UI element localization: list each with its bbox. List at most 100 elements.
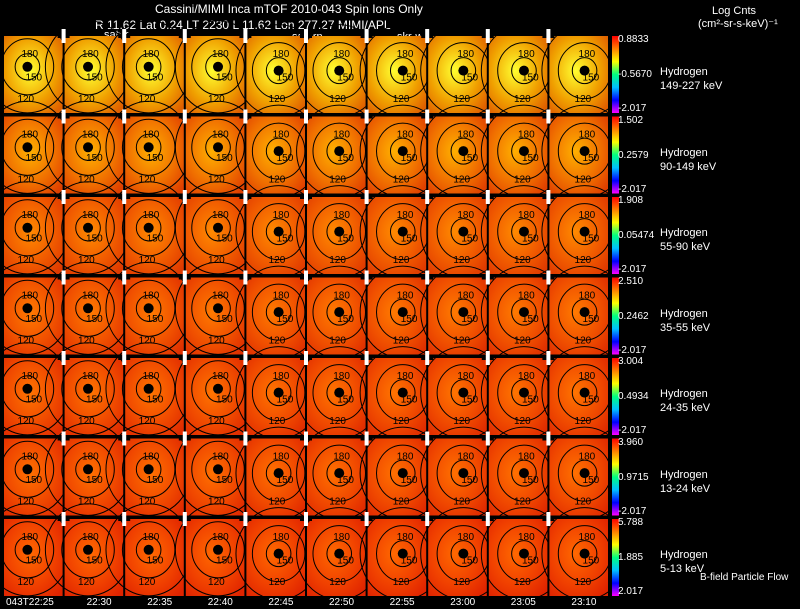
contour-line: [389, 379, 416, 407]
contour-label: 150: [583, 314, 600, 325]
heatmap-cell: 180 150 120: [105, 20, 192, 114]
contour-label: 180: [579, 532, 596, 543]
grid-tick: [546, 29, 551, 43]
grid-tick: [364, 29, 369, 43]
contour-label: 150: [522, 475, 539, 486]
contour-label: 120: [269, 255, 286, 266]
time-tick-label: 23:10: [571, 597, 597, 608]
contour-label: 180: [273, 210, 290, 221]
contour-label: 180: [212, 210, 229, 221]
cell-background: [488, 438, 548, 516]
contour-line: [135, 536, 162, 564]
heatmap-cell: 180 150 120: [105, 422, 192, 516]
contour-line: [14, 53, 41, 81]
flow-marker: [397, 468, 408, 479]
colorbar-mid: 0.05474: [618, 230, 655, 241]
flow-marker: [22, 303, 33, 314]
contour-line: [14, 375, 41, 403]
contour-label: 150: [216, 475, 233, 486]
contour-line: [61, 38, 115, 96]
contour-line: [75, 536, 101, 564]
contour-label: 150: [216, 395, 233, 406]
contour-line: [191, 199, 245, 257]
flow-marker: [213, 544, 224, 555]
heatmap-cell: 180 150 120: [541, 24, 628, 118]
cell-background: [488, 358, 548, 435]
contour-line: [191, 38, 245, 96]
flow-marker: [273, 146, 284, 157]
heatmap-cell: 180 150 120: [235, 346, 322, 440]
contour-label: 180: [579, 451, 596, 462]
contour-label: 150: [86, 475, 103, 486]
contour-line: [450, 298, 477, 326]
grid-tick: [182, 109, 187, 124]
contour-label: 180: [21, 129, 38, 140]
colorbar-max: 1.908: [618, 195, 644, 206]
flow-marker: [22, 464, 33, 475]
flow-marker: [213, 142, 224, 153]
contour-label: 120: [269, 497, 286, 508]
contour-line: [75, 53, 101, 81]
contour-line: [450, 137, 477, 165]
contour-label: 120: [208, 94, 225, 105]
contour-line: [191, 521, 245, 579]
flow-marker: [458, 468, 469, 479]
heatmap-cell: 180 150 120: [44, 261, 132, 355]
contour-line: [75, 214, 101, 242]
contour-line: [251, 444, 306, 502]
cell-background: [488, 519, 548, 596]
contour-line: [265, 379, 292, 407]
colorbar-mid: 0.9715: [618, 471, 649, 483]
grid-tick: [61, 270, 66, 285]
contour-label: 180: [518, 451, 535, 462]
contour-line: [205, 375, 231, 403]
contour-label: 180: [21, 290, 38, 301]
contour-label: 120: [393, 255, 410, 266]
contour-label: 120: [208, 175, 225, 186]
contour-line: [571, 218, 598, 246]
contour-label: 150: [461, 234, 478, 245]
contour-label: 150: [277, 395, 294, 406]
contour-label: 180: [82, 451, 99, 462]
contour-label: 120: [393, 175, 410, 186]
contour-label: 120: [78, 175, 95, 186]
time-tick-label: 22:30: [86, 597, 112, 608]
contour-label: 120: [329, 577, 346, 588]
colorbar: [612, 358, 619, 435]
colorbar-min: -2.017: [618, 344, 647, 356]
contour-label: 120: [17, 94, 34, 105]
contour-label: 180: [82, 371, 99, 382]
contour-label: 180: [82, 290, 99, 301]
flow-marker: [518, 146, 529, 157]
grid-tick: [425, 431, 430, 446]
heatmap-cell: 180 150 120: [359, 185, 446, 279]
contour-line: [265, 459, 292, 487]
time-tick-label: 043T22:25: [6, 597, 54, 608]
flow-marker: [22, 544, 33, 555]
contour-label: 150: [401, 153, 418, 164]
contour-label: 180: [457, 49, 474, 60]
cell-background: [367, 116, 427, 194]
contour-label: 150: [277, 556, 294, 567]
channel-energy: 149-227 keV: [660, 80, 723, 92]
heatmap-cell: 180 150 120: [235, 185, 322, 279]
colorbar: [612, 197, 619, 274]
flow-marker: [213, 61, 224, 72]
grid-tick: [364, 351, 369, 365]
contour-label: 150: [277, 314, 294, 325]
channel-energy: 5-13 keV: [660, 563, 705, 575]
contour-line: [251, 283, 306, 341]
contour-line: [312, 122, 366, 180]
contour-line: [557, 203, 612, 261]
contour-label: 120: [17, 497, 34, 508]
contour-line: [251, 42, 306, 100]
heatmap-cell: 180 150 120: [541, 426, 628, 520]
contour-label: 150: [25, 153, 42, 164]
orbit-info-line: R 11.62 Lat 0.24 LT 2230 L 11.62 Lon 277…: [95, 18, 391, 32]
cell-background: [428, 116, 487, 194]
flow-marker: [22, 383, 33, 394]
contour-label: 180: [397, 451, 414, 462]
contour-label: 120: [269, 94, 286, 105]
contour-line: [205, 214, 231, 242]
contour-label: 120: [78, 255, 95, 266]
